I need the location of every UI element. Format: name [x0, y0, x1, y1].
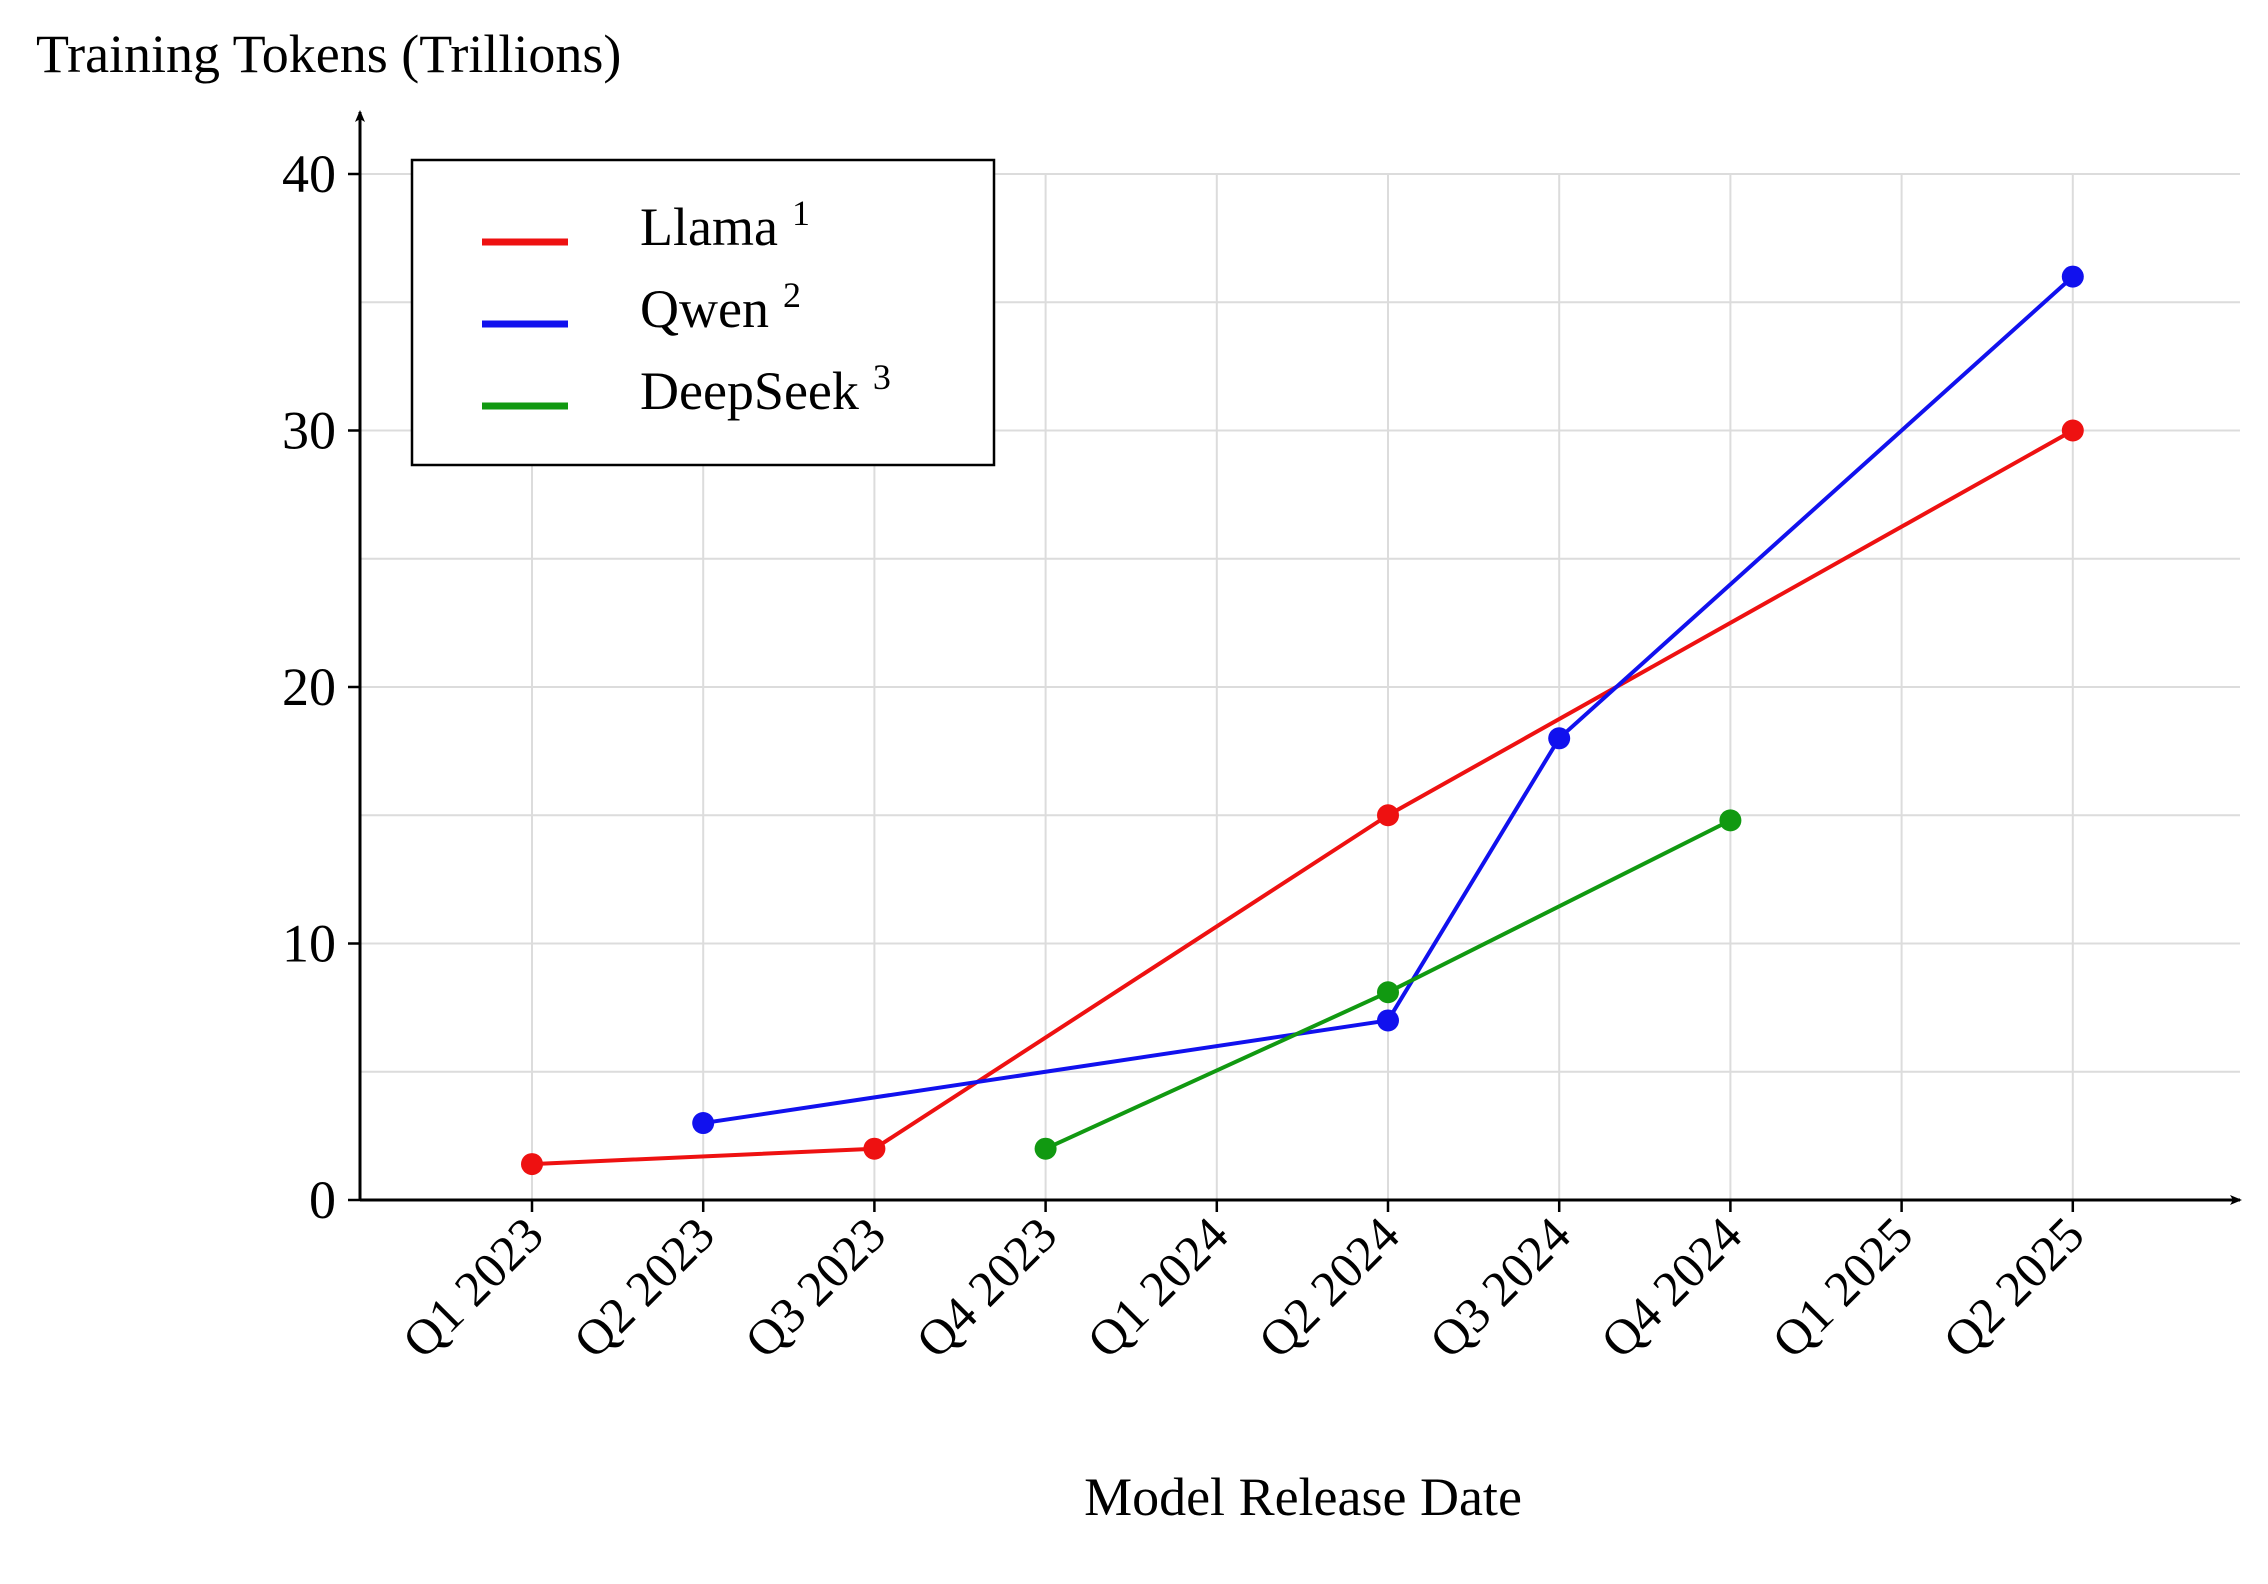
data-point-deepseek	[1719, 809, 1742, 832]
y-tick-label: 30	[282, 401, 336, 461]
x-tick-label: Q1 2023	[391, 1206, 553, 1368]
x-axis-title: Model Release Date	[1084, 1467, 1522, 1527]
data-point-llama	[521, 1153, 543, 1176]
data-point-llama	[2061, 419, 2084, 442]
legend-label-qwen: Qwen 2	[640, 275, 801, 339]
x-tick-label: Q2 2023	[563, 1206, 725, 1368]
y-tick-label: 10	[282, 914, 336, 974]
series-line-llama	[531, 428, 2074, 1167]
legend-footnote: 3	[873, 357, 891, 397]
data-point-llama	[863, 1137, 886, 1160]
legend-footnote: 1	[792, 193, 810, 233]
data-point-llama	[1377, 804, 1399, 827]
legend-box	[410, 158, 996, 467]
y-tick-label: 0	[309, 1170, 336, 1230]
legend-footnote: 2	[783, 275, 801, 315]
data-point-qwen	[2061, 265, 2084, 288]
legend-label-deepseek: DeepSeek 3	[640, 357, 891, 421]
x-tick-label: Q2 2025	[1932, 1206, 2094, 1368]
data-point-deepseek	[1377, 981, 1399, 1004]
x-tick-label: Q3 2024	[1419, 1206, 1581, 1368]
data-point-deepseek	[1034, 1137, 1057, 1160]
data-point-qwen	[692, 1112, 715, 1135]
data-point-qwen	[1548, 727, 1571, 750]
x-tick-label: Q4 2024	[1590, 1206, 1752, 1368]
series-line-qwen	[702, 275, 2075, 1126]
grid	[360, 173, 2240, 1200]
data-point-qwen	[1377, 1009, 1399, 1032]
series-layer	[521, 265, 2084, 1176]
y-axis-title: Training Tokens (Trillions)	[36, 24, 621, 84]
x-tick-label: Q4 2023	[905, 1206, 1067, 1368]
y-tick-label: 40	[282, 144, 336, 204]
legend-label-llama: Llama 1	[640, 193, 810, 257]
y-tick-label: 20	[282, 657, 336, 717]
x-tick-label: Q1 2024	[1076, 1206, 1238, 1368]
legend: Llama 1 Qwen 2 DeepSeek 3	[410, 158, 996, 467]
x-tick-label: Q2 2024	[1247, 1206, 1409, 1368]
x-tick-label: Q3 2023	[734, 1206, 896, 1368]
x-tick-label: Q1 2025	[1761, 1206, 1923, 1368]
